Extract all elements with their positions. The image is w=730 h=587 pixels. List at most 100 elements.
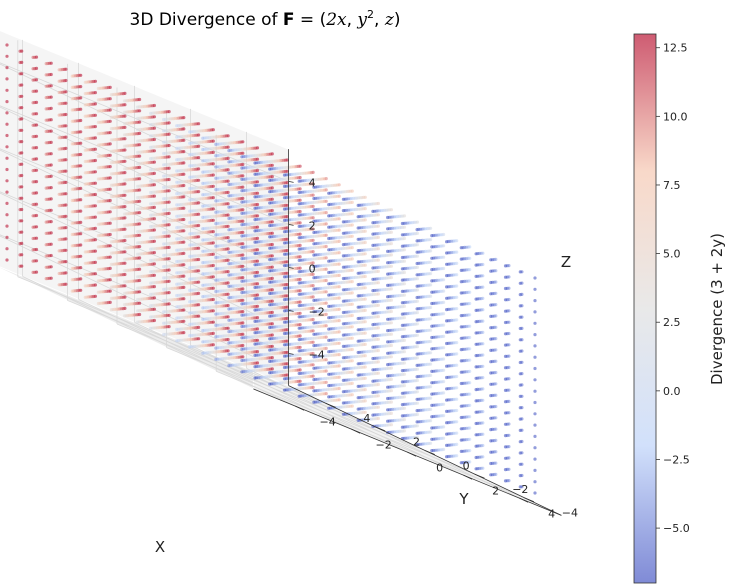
scatter-point: [18, 128, 22, 132]
scatter-point: [70, 289, 74, 293]
scatter-point: [18, 60, 22, 65]
scatter-point: [57, 181, 61, 185]
scatter-point: [31, 191, 35, 195]
scatter-point: [83, 295, 87, 299]
scatter-point: [83, 216, 87, 220]
scatter-point: [109, 217, 113, 221]
scatter-point: [122, 189, 127, 193]
scatter-point: [31, 55, 35, 60]
scatter-point: [122, 133, 127, 137]
scatter-point: [44, 265, 48, 269]
scatter-point: [96, 234, 100, 238]
scatter-point: [31, 89, 35, 93]
scatter-point: [5, 111, 9, 115]
scatter-point: [18, 264, 22, 268]
scatter-point: [18, 174, 22, 178]
scatter-point: [18, 162, 22, 166]
scatter-point: [44, 96, 48, 100]
scatter-point: [109, 262, 113, 266]
scatter-point: [5, 133, 9, 138]
scatter-point: [44, 163, 48, 168]
scatter-point: [83, 227, 87, 231]
scatter-point: [57, 147, 61, 151]
scatter-point: [31, 157, 35, 161]
scatter-point: [18, 219, 22, 223]
title-sep2: ,: [374, 10, 385, 30]
scatter-point: [5, 77, 9, 81]
scatter-point: [70, 176, 74, 180]
scatter-point: [109, 251, 113, 255]
scatter-point: [96, 211, 100, 215]
scatter-point: [109, 104, 113, 108]
scatter-point: [57, 283, 61, 287]
scatter-point: [109, 274, 113, 278]
scatter-point: [5, 247, 9, 251]
scatter-point: [70, 266, 74, 270]
scatter-point: [122, 121, 127, 126]
scatter-point: [57, 102, 61, 106]
gridline-y-floor: [216, 370, 525, 499]
scatter-point: [109, 127, 113, 131]
gridline-z-left: [0, 192, 254, 315]
scatter-point: [122, 303, 127, 307]
scatter-point: [44, 62, 48, 66]
scatter-point: [18, 94, 22, 99]
scatter-point: [122, 155, 127, 160]
scatter-point: [83, 80, 87, 84]
scatter-point: [18, 106, 22, 110]
scatter-point: [70, 142, 74, 146]
gridline-z-back: [0, 105, 289, 225]
scatter-point: [57, 226, 61, 230]
scatter-point: [31, 214, 35, 218]
scatter-point: [109, 138, 113, 142]
scatter-point: [70, 187, 74, 191]
scatter-point: [96, 109, 100, 113]
scatter-point: [5, 190, 9, 194]
scatter-point: [5, 122, 9, 126]
scatter-point: [57, 124, 61, 128]
scatter-point: [122, 212, 127, 216]
scatter-point: [96, 120, 100, 124]
scatter-point: [5, 167, 9, 172]
scatter-point: [96, 98, 100, 102]
scatter-point: [122, 314, 127, 318]
scatter-point: [96, 301, 100, 306]
gridline-y-floor: [116, 323, 426, 451]
scatter-point: [122, 99, 127, 103]
scatter-point: [109, 172, 113, 176]
scatter-point: [70, 131, 74, 135]
scatter-point: [96, 245, 100, 249]
scatter-point: [5, 201, 9, 205]
scatter-point: [109, 115, 113, 119]
scatter-point: [57, 79, 61, 83]
scatter-point: [31, 225, 35, 229]
scatter-point: [5, 145, 9, 149]
scatter-point: [109, 206, 113, 210]
scatter-point: [70, 119, 74, 123]
scatter-point: [57, 90, 61, 95]
scatter-point: [5, 43, 9, 47]
scatter-point: [96, 132, 100, 136]
scatter-point: [83, 159, 87, 164]
scatter-point: [44, 197, 48, 201]
scatter-point: [44, 141, 48, 145]
scatter-point: [109, 228, 113, 233]
scatter-point: [109, 149, 113, 153]
scatter-point: [57, 158, 61, 162]
scatter-point: [57, 204, 61, 208]
scatter-point: [18, 72, 22, 76]
scatter-point: [109, 93, 113, 97]
scatter-point: [31, 101, 35, 105]
scatter-point: [96, 256, 100, 260]
scatter-point: [57, 215, 61, 219]
scatter-point: [96, 290, 100, 294]
scatter-point: [83, 284, 87, 288]
scatter-point: [31, 270, 35, 274]
scatter-point: [83, 171, 87, 175]
scatter-point: [83, 148, 87, 152]
scatter-point: [96, 222, 100, 226]
scatter-point: [31, 180, 35, 184]
scatter-point: [57, 238, 61, 242]
scatter-point: [70, 278, 74, 282]
